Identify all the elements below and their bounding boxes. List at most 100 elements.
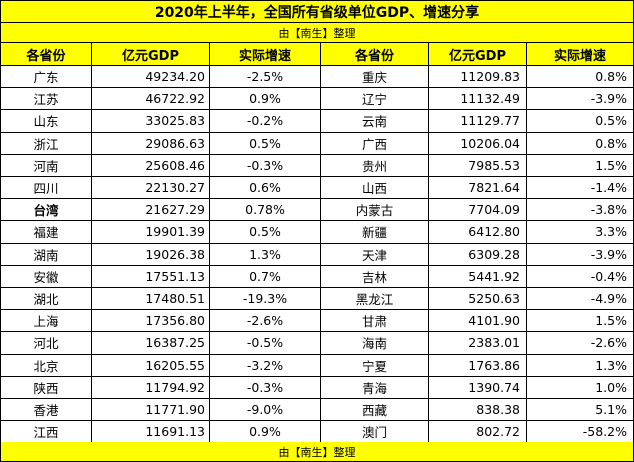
growth-cell: 0.6% <box>210 177 321 200</box>
province-cell: 新疆 <box>321 221 429 244</box>
growth-cell: -0.4% <box>527 266 633 288</box>
gdp-cell: 1763.86 <box>429 354 527 377</box>
growth-cell: -1.4% <box>527 177 633 200</box>
table-row: 江西 11691.13 0.9% 澳门 802.72 -58.2% <box>1 421 633 444</box>
growth-cell: 1.3% <box>527 355 633 377</box>
province-cell: 福建 <box>1 221 92 244</box>
table-row: 山东 33025.83 -0.2% 云南 11129.77 0.5% <box>1 110 633 133</box>
gdp-cell: 17480.51 <box>92 288 210 311</box>
table-row: 台湾 21627.29 0.78% 内蒙古 7704.09 -3.8% <box>1 199 633 222</box>
table-row: 河北 16387.25 -0.5% 海南 2383.01 -2.6% <box>1 332 633 355</box>
province-cell: 黑龙江 <box>321 288 429 311</box>
growth-cell: -0.2% <box>210 110 321 133</box>
growth-cell: -3.2% <box>210 354 321 377</box>
growth-cell: 0.8% <box>527 66 633 89</box>
table-row: 广东 49234.20 -2.5% 重庆 11209.83 0.8% <box>1 66 633 89</box>
province-cell: 江苏 <box>1 88 92 111</box>
growth-cell: 0.78% <box>210 199 321 222</box>
gdp-cell: 838.38 <box>429 399 527 422</box>
growth-cell: -3.9% <box>527 88 633 111</box>
growth-cell: 0.5% <box>210 132 321 155</box>
growth-cell: -2.6% <box>527 332 633 355</box>
province-cell: 香港 <box>1 399 92 422</box>
gdp-cell: 11771.90 <box>92 399 210 422</box>
province-cell: 贵州 <box>321 154 429 177</box>
header-growth-left: 实际增速 <box>210 43 321 66</box>
growth-cell: 3.3% <box>527 221 633 244</box>
province-cell: 云南 <box>321 110 429 133</box>
gdp-cell: 11132.49 <box>429 88 527 111</box>
header-growth-right: 实际增速 <box>527 43 633 66</box>
table-row: 陕西 11794.92 -0.3% 青海 1390.74 1.0% <box>1 376 633 399</box>
province-cell: 陕西 <box>1 376 92 399</box>
table-title: 2020年上半年，全国所有省级单位GDP、增速分享 <box>1 1 633 23</box>
growth-cell: -19.3% <box>210 288 321 311</box>
header-gdp-left: 亿元GDP <box>92 43 210 66</box>
growth-cell: -4.9% <box>527 288 633 311</box>
growth-cell: -58.2% <box>527 421 633 444</box>
gdp-cell: 7704.09 <box>429 199 527 222</box>
growth-cell: -2.5% <box>210 66 321 89</box>
gdp-cell: 33025.83 <box>92 110 210 133</box>
gdp-cell: 19026.38 <box>92 243 210 266</box>
province-cell: 上海 <box>1 310 92 333</box>
province-cell: 浙江 <box>1 132 92 155</box>
gdp-cell: 6309.28 <box>429 243 527 266</box>
gdp-cell: 29086.63 <box>92 132 210 155</box>
growth-cell: 0.7% <box>210 265 321 288</box>
gdp-cell: 49234.20 <box>92 66 210 89</box>
province-cell: 山西 <box>321 177 429 200</box>
gdp-cell: 16205.55 <box>92 354 210 377</box>
growth-cell: 0.5% <box>210 221 321 244</box>
growth-cell: -0.3% <box>210 376 321 399</box>
growth-cell: 0.9% <box>210 88 321 111</box>
gdp-cell: 11129.77 <box>429 110 527 133</box>
province-cell: 澳门 <box>321 421 429 444</box>
province-cell: 内蒙古 <box>321 199 429 222</box>
growth-cell: 1.5% <box>527 155 633 177</box>
table-footer: 由【南生】整理 <box>1 442 633 461</box>
gdp-cell: 25608.46 <box>92 154 210 177</box>
province-cell: 湖北 <box>1 288 92 311</box>
growth-cell: -3.9% <box>527 244 633 266</box>
growth-cell: 1.3% <box>210 243 321 266</box>
gdp-cell: 17356.80 <box>92 310 210 333</box>
province-cell: 山东 <box>1 110 92 133</box>
growth-cell: 0.8% <box>527 133 633 155</box>
province-cell: 江西 <box>1 421 92 444</box>
growth-cell: 0.5% <box>527 110 633 133</box>
table-row: 上海 17356.80 -2.6% 甘肃 4101.90 1.5% <box>1 310 633 333</box>
province-cell: 河北 <box>1 332 92 355</box>
growth-cell: 1.5% <box>527 310 633 333</box>
gdp-cell: 46722.92 <box>92 88 210 111</box>
province-cell: 天津 <box>321 243 429 266</box>
gdp-cell: 5250.63 <box>429 288 527 311</box>
gdp-cell: 4101.90 <box>429 310 527 333</box>
gdp-cell: 7985.53 <box>429 154 527 177</box>
table-row: 浙江 29086.63 0.5% 广西 10206.04 0.8% <box>1 132 633 155</box>
gdp-cell: 1390.74 <box>429 376 527 399</box>
growth-cell: -0.3% <box>210 154 321 177</box>
province-cell: 广西 <box>321 132 429 155</box>
table-subtitle: 由【南生】整理 <box>1 23 633 43</box>
province-cell: 安徽 <box>1 265 92 288</box>
gdp-cell: 21627.29 <box>92 199 210 222</box>
province-cell: 宁夏 <box>321 354 429 377</box>
growth-cell: -9.0% <box>210 399 321 422</box>
table-row: 江苏 46722.92 0.9% 辽宁 11132.49 -3.9% <box>1 88 633 111</box>
gdp-cell: 19901.39 <box>92 221 210 244</box>
table-row: 湖南 19026.38 1.3% 天津 6309.28 -3.9% <box>1 243 633 266</box>
growth-cell: -0.5% <box>210 332 321 355</box>
table-row: 河南 25608.46 -0.3% 贵州 7985.53 1.5% <box>1 154 633 177</box>
header-gdp-right: 亿元GDP <box>429 43 527 66</box>
gdp-cell: 6412.80 <box>429 221 527 244</box>
province-cell: 四川 <box>1 177 92 200</box>
gdp-cell: 5441.92 <box>429 265 527 288</box>
province-cell: 西藏 <box>321 399 429 422</box>
gdp-cell: 22130.27 <box>92 177 210 200</box>
table-row: 香港 11771.90 -9.0% 西藏 838.38 5.1% <box>1 399 633 422</box>
table-row: 湖北 17480.51 -19.3% 黑龙江 5250.63 -4.9% <box>1 288 633 311</box>
province-cell: 湖南 <box>1 243 92 266</box>
header-row: 各省份 亿元GDP 实际增速 各省份 亿元GDP 实际增速 <box>1 43 633 66</box>
